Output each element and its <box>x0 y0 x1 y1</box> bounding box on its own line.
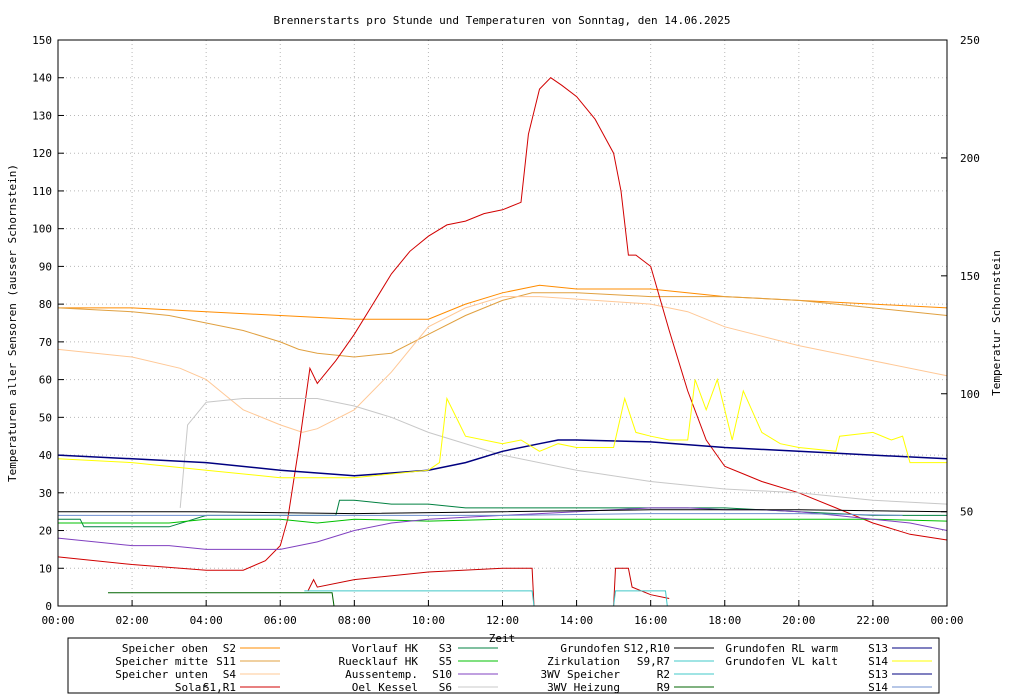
legend-name: Vorlauf HK <box>352 642 419 655</box>
series-lines <box>57 77 948 607</box>
legend-name: Speicher mitte <box>115 655 208 668</box>
x-tick-label: 10:00 <box>412 614 445 627</box>
legend-sensor: S11 <box>216 655 236 668</box>
y-ticks: 0 10 20 30 40 50 60 70 80 90 100 110 120 130 140 150 <box>32 34 64 613</box>
y2-tick-label: 150 <box>960 270 980 283</box>
y2-tick-label: 100 <box>960 388 980 401</box>
chart-title: Brennerstarts pro Stunde und Temperature… <box>274 14 731 27</box>
series-line <box>57 292 948 358</box>
y2-axis-label: Temperatur Schornstein <box>990 250 1003 396</box>
y-tick-label: 130 <box>32 109 52 122</box>
x-tick-label: 18:00 <box>708 614 741 627</box>
x-tick-label: 02:00 <box>116 614 149 627</box>
legend-name: 3WV Heizung <box>547 681 620 694</box>
x-tick-label: 22:00 <box>856 614 889 627</box>
legend-sensor: S14 <box>868 681 888 694</box>
legend-name: Oel Kessel <box>352 681 418 694</box>
legend-name: Ruecklauf HK <box>339 655 419 668</box>
series-line <box>57 377 947 479</box>
legend-sensor: S13 <box>868 668 888 681</box>
y2-tick-label: 250 <box>960 34 980 47</box>
y-tick-label: 110 <box>32 185 52 198</box>
legend-sensor: S14 <box>868 655 888 668</box>
legend-name: Speicher unten <box>115 668 208 681</box>
legend-name: Aussentemp. <box>345 668 418 681</box>
legend-box <box>67 637 940 694</box>
x-tick-label: 14:00 <box>560 614 593 627</box>
legend-sensor: S4 <box>223 668 237 681</box>
legend-sensor: S10 <box>432 668 452 681</box>
x-tick-label: 04:00 <box>190 614 223 627</box>
series-line <box>108 592 335 607</box>
series-line <box>179 398 948 508</box>
legend-name: Speicher oben <box>122 642 208 655</box>
series-line <box>304 590 668 607</box>
series-line <box>57 77 948 571</box>
x-tick-label: 20:00 <box>782 614 815 627</box>
legend-name: Grundofen <box>560 642 620 655</box>
series-line <box>58 499 947 528</box>
y2-tick-label: 50 <box>960 506 973 519</box>
y-tick-label: 50 <box>39 411 52 424</box>
legend-sensor: S13 <box>868 642 888 655</box>
y-tick-label: 10 <box>39 562 52 575</box>
y-tick-label: 150 <box>32 34 52 47</box>
series-line <box>307 567 670 607</box>
x-tick-label: 08:00 <box>338 614 371 627</box>
legend-sensor: R2 <box>657 668 670 681</box>
series-line <box>57 296 948 433</box>
series-line <box>57 439 948 477</box>
y2-ticks: 50 100 150 200 250 <box>941 34 980 519</box>
y-tick-label: 140 <box>32 72 52 85</box>
legend-sensor: S2 <box>223 642 236 655</box>
legend-name: Grundofen RL warm <box>725 642 838 655</box>
x-tick-label: 16:00 <box>634 614 667 627</box>
legend-sensor: S5 <box>439 655 452 668</box>
y-tick-label: 70 <box>39 336 52 349</box>
legend: Speicher oben S2 Speicher mitte S11 Speicher… <box>115 642 932 694</box>
y2-tick-label: 200 <box>960 152 980 165</box>
y-tick-label: 100 <box>32 223 52 236</box>
x-tick-label: 06:00 <box>264 614 297 627</box>
legend-name: Solar <box>175 681 208 694</box>
series-line <box>58 513 903 516</box>
y-tick-label: 90 <box>39 260 52 273</box>
plot-frame <box>57 39 948 607</box>
x-tick-label: 00:00 <box>41 614 74 627</box>
legend-sensor: R9 <box>657 681 670 694</box>
legend-sensor: S6 <box>439 681 452 694</box>
legend-sensor: S9,R7 <box>637 655 670 668</box>
y-tick-label: 40 <box>39 449 52 462</box>
y-tick-label: 20 <box>39 525 52 538</box>
series-line <box>58 509 948 515</box>
legend-name: 3WV Speicher <box>541 668 621 681</box>
y-axis-label: Temperaturen aller Sensoren (ausser Scho… <box>6 164 19 482</box>
x-tick-label: 00:00 <box>930 614 963 627</box>
x-tick-label: 12:00 <box>486 614 519 627</box>
x-ticks: 00:00 02:00 04:00 06:00 08:00 10:00 12:00 14:00… <box>41 600 964 627</box>
y-tick-label: 120 <box>32 147 52 160</box>
y-tick-label: 60 <box>39 374 52 387</box>
legend-sensor: S1,R1 <box>203 681 236 694</box>
y-tick-label: 80 <box>39 298 52 311</box>
series-line <box>58 518 948 524</box>
y-tick-label: 30 <box>39 487 52 500</box>
legend-name: Grundofen VL kalt <box>725 655 838 668</box>
y-tick-label: 0 <box>45 600 52 613</box>
legend-sensor: S3 <box>439 642 452 655</box>
legend-name: Zirkulation <box>547 655 620 668</box>
legend-sensor: S12,R10 <box>624 642 670 655</box>
